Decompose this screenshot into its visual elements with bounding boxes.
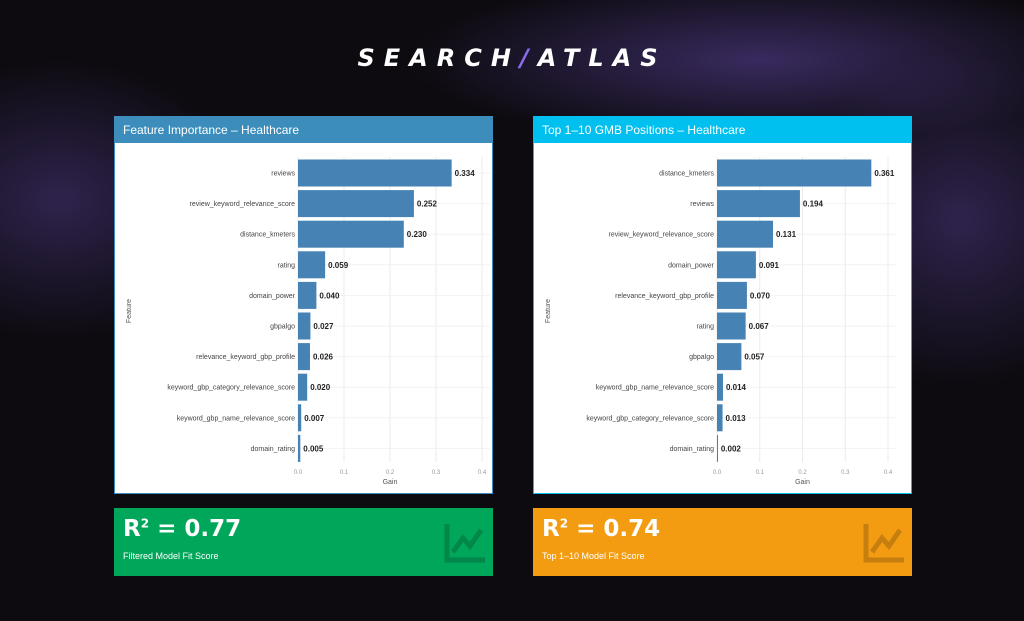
data-label: 0.040 [319,291,340,300]
y-tick-label: gbpalgo [689,354,714,361]
feature-importance-chart: 0.0 0.1 0.2 0.3 0.4 reviews 0.334 review_keywor… [126,157,490,486]
logo-part2: ATLAS [537,44,667,72]
x-tick-label: 0.3 [432,470,441,476]
y-tick-label: keyword_gbp_name_relevance_score [177,415,295,422]
y-tick-label: domain_power [668,262,715,269]
y-tick-label: relevance_keyword_gbp_profile [615,293,714,300]
kpi-subtitle: Top 1–10 Model Fit Score [542,551,645,561]
data-label: 0.027 [313,322,334,331]
y-tick-label: rating [277,262,295,269]
bar [298,220,404,248]
data-label: 0.020 [310,383,331,392]
gmb-positions-chart: 0.0 0.1 0.2 0.3 0.4 distance_kmeters 0.361 revi… [545,157,896,486]
y-tick-label: distance_kmeters [240,232,295,239]
data-label: 0.014 [726,383,747,392]
line-chart-icon [863,524,904,563]
bar [717,404,723,432]
x-tick-label: 0.1 [756,470,765,476]
kpi-subtitle: Filtered Model Fit Score [123,551,219,561]
kpi-value: R2 = 0.77 [123,516,242,542]
x-axis-label: Gain [795,479,810,486]
data-label: 0.007 [304,414,325,423]
bar [298,190,414,218]
x-tick-label: 0.2 [798,470,807,476]
kpi-value: R2 = 0.74 [542,516,661,542]
data-label: 0.026 [313,353,334,362]
bar [717,251,756,279]
y-tick-label: domain_power [249,293,296,300]
bar [298,281,317,309]
data-label: 0.070 [750,291,771,300]
y-tick-label: reviews [271,171,295,178]
y-tick-label: review_keyword_relevance_score [609,232,715,239]
y-tick-label: keyword_gbp_category_relevance_score [167,385,295,392]
bar [717,190,800,218]
data-label: 0.059 [328,261,349,270]
y-tick-label: keyword_gbp_category_relevance_score [586,415,714,422]
x-tick-label: 0.3 [841,470,850,476]
y-tick-label: distance_kmeters [659,171,714,178]
y-tick-label: keyword_gbp_name_relevance_score [596,385,714,392]
bar [298,312,311,340]
gmb-positions-panel: Top 1–10 GMB Positions – Healthcare 0.0 0… [533,116,912,494]
bar [298,404,302,432]
data-label: 0.013 [726,414,747,423]
y-tick-label: review_keyword_relevance_score [190,201,296,208]
y-tick-label: domain_rating [670,446,714,453]
bar [717,220,774,248]
x-tick-label: 0.0 [713,470,722,476]
bar [717,343,742,371]
y-axis-label: Feature [126,299,133,323]
x-tick-label: 0.4 [478,470,487,476]
bar [717,159,872,187]
data-label: 0.002 [721,444,742,453]
logo-part1: SEARCH [357,44,520,72]
data-label: 0.067 [749,322,770,331]
bar [298,373,308,401]
data-label: 0.252 [417,200,438,209]
bar [298,343,310,371]
bar [717,434,718,462]
line-chart-icon [444,524,485,563]
bar [717,373,723,401]
feature-importance-panel: Feature Importance – Healthcare 0.0 0.1 0.… [114,116,493,494]
data-label: 0.230 [407,230,428,239]
x-tick-label: 0.2 [386,470,395,476]
kpi-filtered-model: R2 = 0.77 Filtered Model Fit Score [114,508,493,576]
bar [298,251,326,279]
search-atlas-logo: SEARCH/ATLAS [357,44,667,72]
panel-title: Top 1–10 GMB Positions – Healthcare [534,117,911,143]
x-axis-label: Gain [383,479,398,486]
bar [298,434,301,462]
y-tick-label: reviews [690,201,714,208]
data-label: 0.057 [744,353,765,362]
kpi-top10-model: R2 = 0.74 Top 1–10 Model Fit Score [533,508,912,576]
x-tick-label: 0.4 [884,470,893,476]
x-tick-label: 0.1 [340,470,349,476]
data-label: 0.361 [874,169,895,178]
bar [298,159,452,187]
x-tick-label: 0.0 [294,470,303,476]
data-label: 0.005 [303,444,324,453]
y-tick-label: rating [696,324,714,331]
y-tick-label: gbpalgo [270,324,295,331]
y-axis-label: Feature [545,299,552,323]
bar [717,281,747,309]
data-label: 0.334 [455,169,476,178]
data-label: 0.131 [776,230,797,239]
y-tick-label: domain_rating [251,446,295,453]
data-label: 0.091 [759,261,780,270]
y-tick-label: relevance_keyword_gbp_profile [196,354,295,361]
bar [717,312,746,340]
data-label: 0.194 [803,200,824,209]
panel-title: Feature Importance – Healthcare [115,117,492,143]
